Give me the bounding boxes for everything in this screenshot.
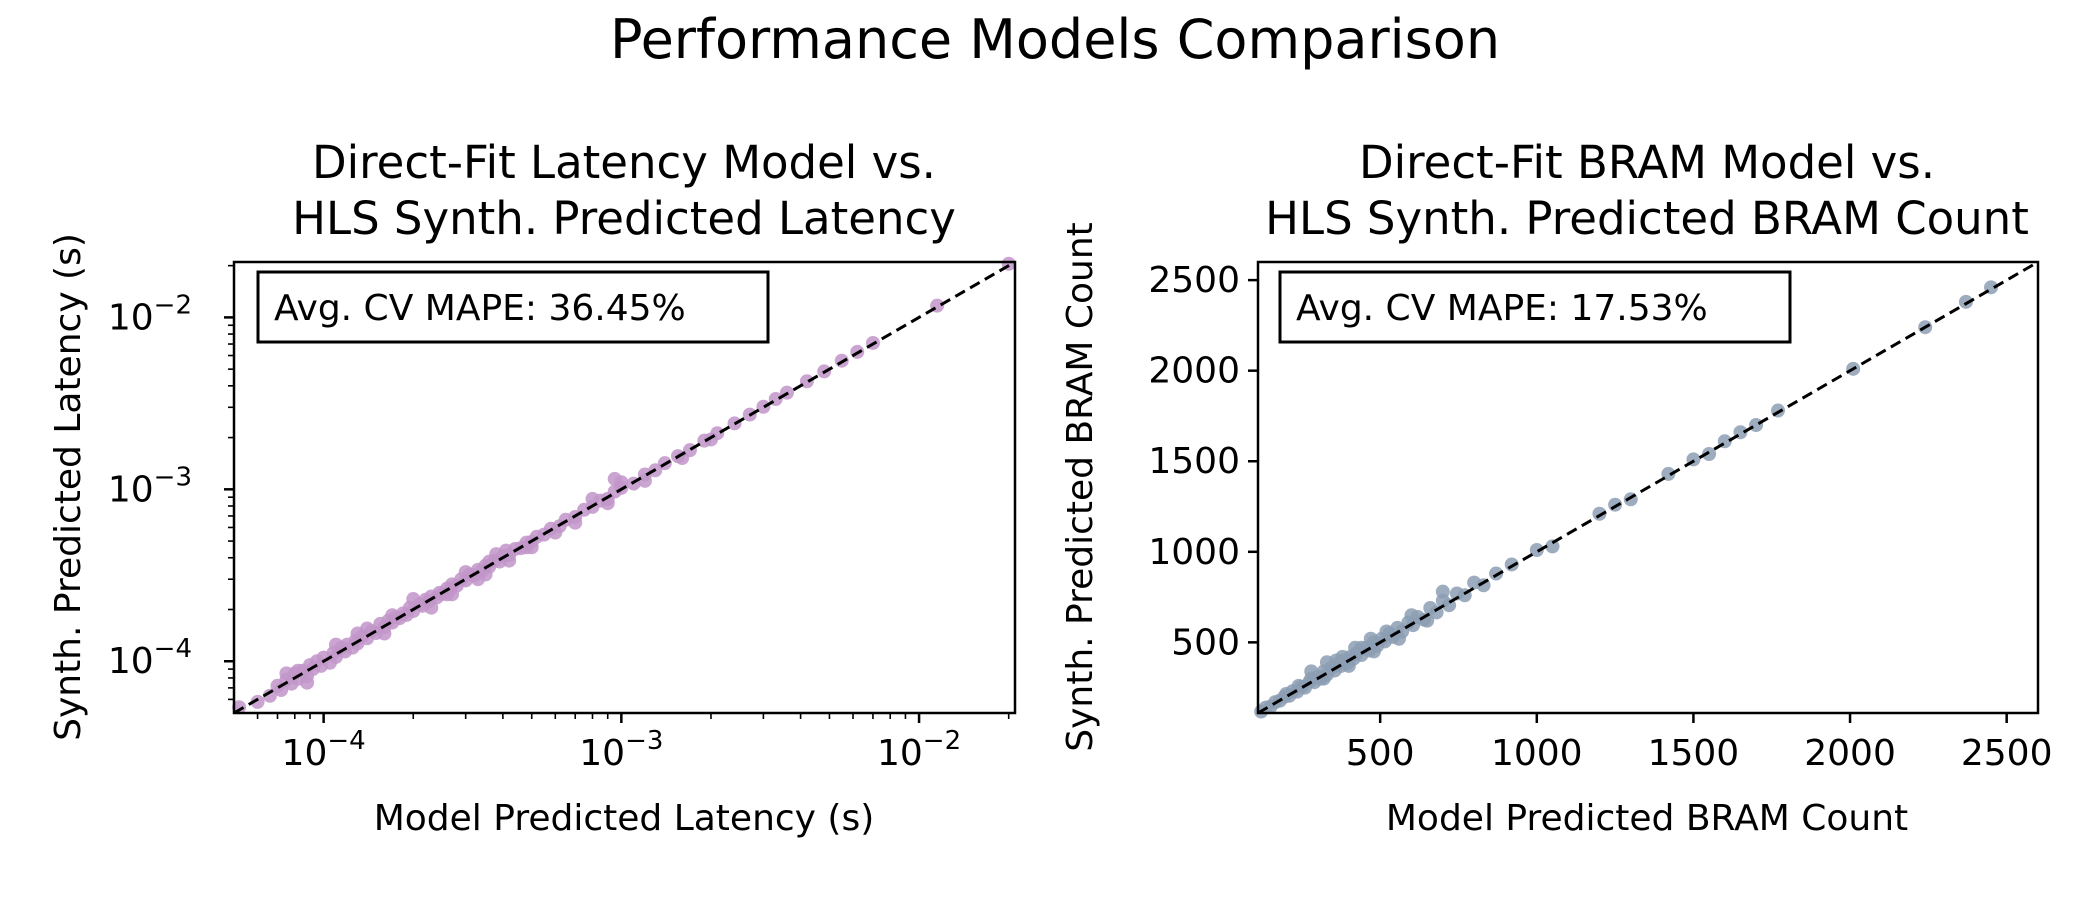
- bram-point-82: [1348, 640, 1363, 655]
- latency-reference-line: [233, 260, 1016, 715]
- latency-point-2: [262, 688, 277, 703]
- bram-annotation-text: Avg. CV MAPE: 17.53%: [1296, 288, 1708, 329]
- bram-point-84: [1363, 631, 1378, 646]
- latency-point-126: [478, 567, 493, 582]
- latency-y-tick-label-1: 10−3: [108, 462, 192, 510]
- latency-panel-title-line2: HLS Synth. Predicted Latency: [292, 192, 956, 245]
- latency-point-127: [499, 543, 514, 558]
- latency-plot-frame: [232, 260, 1017, 715]
- bram-y-tick-label-2: 1500: [1148, 441, 1240, 482]
- bram-annotation-box: [1278, 270, 1792, 344]
- bram-point-77: [1404, 608, 1419, 623]
- latency-point-103: [406, 592, 421, 607]
- latency-point-112: [568, 515, 583, 530]
- bram-panel-title-line1: Direct-Fit BRAM Model vs.: [1359, 136, 1935, 189]
- latency-point-124: [279, 666, 294, 681]
- bram-y-tick-label-4: 2500: [1148, 260, 1240, 301]
- bram-point-53: [1592, 506, 1607, 521]
- bram-point-70: [1316, 671, 1331, 686]
- latency-point-1: [250, 694, 265, 709]
- bram-point-67: [1279, 686, 1294, 701]
- latency-point-89: [756, 399, 771, 414]
- latency-point-102: [377, 626, 392, 641]
- latency-x-tick-label-1: 10−3: [579, 726, 663, 774]
- bram-plot-frame: [1256, 260, 2040, 715]
- latency-point-100: [328, 637, 343, 652]
- bram-panel-title-line2: HLS Synth. Predicted BRAM Count: [1265, 192, 2029, 245]
- latency-annotation-box: [256, 270, 770, 344]
- bram-x-tick-label-3: 2000: [1804, 733, 1896, 774]
- bram-point-68: [1291, 678, 1306, 693]
- bram-point-52: [1545, 539, 1560, 554]
- bram-y-tick-label-1: 1000: [1148, 532, 1240, 573]
- latency-y-tick-label-0: 10−4: [108, 634, 192, 682]
- bram-y-axis-label: Synth. Predicted BRAM Count: [1060, 222, 1101, 752]
- latency-panel: Direct-Fit Latency Model vs. HLS Synth. …: [48, 136, 1017, 839]
- latency-point-99: [300, 675, 315, 690]
- figure-suptitle: Performance Models Comparison: [610, 8, 1500, 71]
- latency-panel-title-line1: Direct-Fit Latency Model vs.: [312, 136, 936, 189]
- bram-point-61: [1749, 418, 1764, 433]
- latency-x-tick-label-0: 10−4: [282, 726, 366, 774]
- latency-point-119: [350, 626, 365, 641]
- bram-panel: Direct-Fit BRAM Model vs. HLS Synth. Pre…: [1060, 136, 2052, 839]
- latency-point-104: [424, 600, 439, 615]
- latency-x-axis-label: Model Predicted Latency (s): [374, 798, 875, 839]
- latency-y-ticks: 10−4 10−3 10−2: [108, 290, 234, 682]
- bram-x-tick-label-0: 500: [1346, 733, 1415, 774]
- bram-x-ticks: 500 1000 1500 2000 2500: [1346, 713, 2053, 774]
- bram-y-ticks: 500 1000 1500 2000 2500: [1148, 260, 1258, 663]
- bram-point-74: [1366, 644, 1381, 659]
- latency-point-111: [548, 525, 563, 540]
- latency-annotation-text: Avg. CV MAPE: 36.45%: [274, 288, 686, 329]
- latency-point-113: [585, 491, 600, 506]
- latency-x-tick-label-2: 10−2: [877, 726, 961, 774]
- bram-point-56: [1661, 466, 1676, 481]
- bram-x-tick-label-4: 2500: [1961, 733, 2053, 774]
- bram-point-81: [1319, 655, 1334, 670]
- latency-point-116: [637, 473, 652, 488]
- bram-point-79: [1435, 584, 1450, 599]
- bram-x-tick-label-2: 1500: [1648, 733, 1740, 774]
- latency-point-128: [607, 471, 622, 486]
- bram-point-49: [1489, 566, 1504, 581]
- bram-point-80: [1304, 664, 1319, 679]
- bram-y-tick-label-3: 2000: [1148, 351, 1240, 392]
- bram-x-axis-label: Model Predicted BRAM Count: [1386, 798, 1908, 839]
- latency-y-tick-label-2: 10−2: [108, 290, 192, 338]
- latency-x-ticks: 10−4 10−3 10−2: [282, 713, 961, 774]
- latency-point-92: [799, 374, 814, 389]
- bram-reference-line: [1257, 260, 2039, 715]
- bram-x-tick-label-1: 1000: [1491, 733, 1583, 774]
- bram-point-58: [1702, 446, 1717, 461]
- bram-point-51: [1529, 542, 1544, 557]
- latency-y-axis-label: Synth. Predicted Latency (s): [48, 233, 89, 741]
- bram-point-65: [1958, 294, 1973, 309]
- bram-y-tick-label-0: 500: [1171, 622, 1240, 663]
